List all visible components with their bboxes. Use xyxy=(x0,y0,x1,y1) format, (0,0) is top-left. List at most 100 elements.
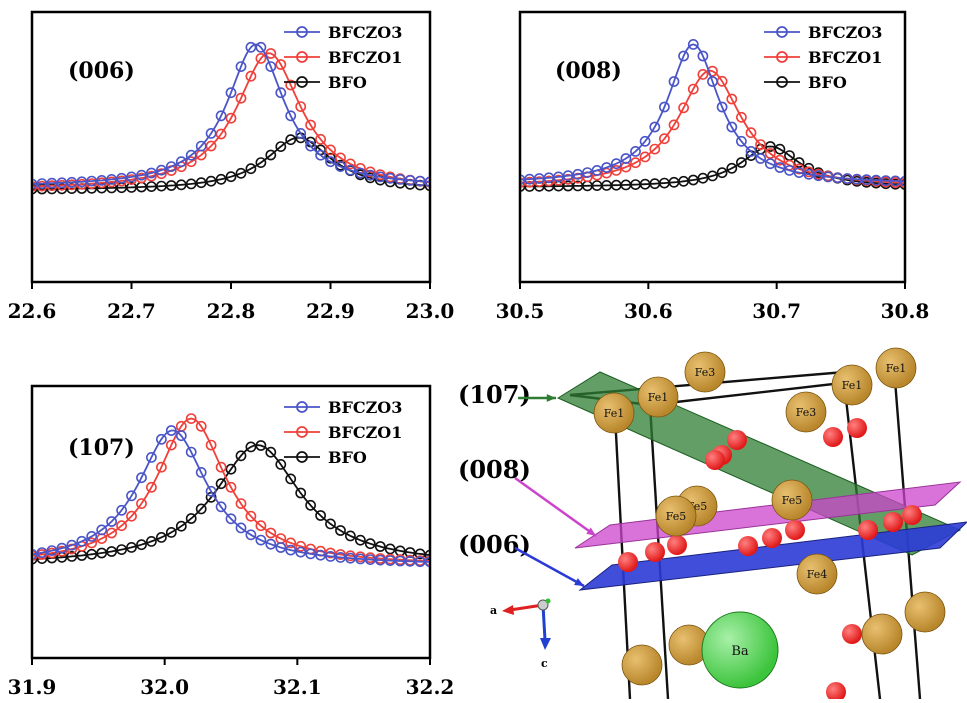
data-point xyxy=(205,439,217,451)
atom-label: Fe3 xyxy=(695,366,716,379)
data-point xyxy=(155,461,167,473)
data-point xyxy=(659,133,670,145)
plane-arrowhead xyxy=(546,394,556,402)
data-point xyxy=(56,545,68,557)
oxygen-atom xyxy=(667,535,687,555)
data-point xyxy=(245,441,257,453)
data-point xyxy=(687,83,699,95)
data-point xyxy=(145,536,157,547)
data-point xyxy=(707,65,718,77)
iron-atom xyxy=(593,392,635,434)
data-point xyxy=(56,542,68,554)
data-point xyxy=(185,178,197,190)
data-point xyxy=(601,162,612,173)
data-point xyxy=(265,527,277,539)
data-point xyxy=(325,547,336,559)
atom-label: Fe1 xyxy=(842,379,863,392)
peak-annotation: (107) xyxy=(68,435,135,461)
data-point xyxy=(126,171,137,183)
x-tick-label: 32.1 xyxy=(273,675,322,699)
legend: BFCZO3 BFCZO1 BFO xyxy=(764,23,882,92)
legend-label: BFCZO3 xyxy=(328,23,402,42)
data-point xyxy=(591,164,603,176)
data-point xyxy=(736,157,747,168)
data-point xyxy=(649,143,661,155)
data-point xyxy=(745,145,757,157)
series-BFO xyxy=(33,440,429,565)
x-tick-label: 31.9 xyxy=(8,675,57,699)
x-tick-label: 32.0 xyxy=(140,675,189,699)
oxygen-atom xyxy=(858,520,878,540)
legend-label: BFCZO1 xyxy=(328,48,402,67)
series-line xyxy=(33,43,429,185)
data-point xyxy=(315,133,326,145)
data-point xyxy=(285,134,297,146)
data-point xyxy=(774,154,786,166)
data-point xyxy=(126,490,137,502)
plane-label: (107) xyxy=(458,380,531,409)
data-point xyxy=(215,461,227,473)
data-point xyxy=(668,119,680,131)
axis-label-c: c xyxy=(541,657,548,670)
data-point xyxy=(716,167,728,179)
series-BFCZO3 xyxy=(33,41,429,190)
data-point xyxy=(335,525,346,536)
data-point xyxy=(33,548,38,560)
oxygen-atom xyxy=(883,512,903,532)
data-point xyxy=(106,516,117,527)
data-point xyxy=(165,161,177,172)
iron-atom xyxy=(785,391,827,433)
data-point xyxy=(175,520,187,532)
data-point xyxy=(726,121,738,133)
data-point xyxy=(325,156,336,168)
atom-label: Fe5 xyxy=(666,510,687,523)
data-point xyxy=(106,527,117,539)
data-point xyxy=(285,110,297,122)
data-point xyxy=(726,93,738,105)
data-point xyxy=(126,542,137,553)
data-point xyxy=(364,554,376,565)
data-point xyxy=(136,169,147,181)
data-point xyxy=(639,151,651,163)
series-line xyxy=(33,444,429,561)
legend-marker xyxy=(296,451,308,463)
data-point xyxy=(315,149,326,161)
data-point xyxy=(205,127,217,139)
series-BFCZO3 xyxy=(521,39,904,187)
data-point xyxy=(235,92,247,104)
data-point xyxy=(354,167,366,179)
data-point xyxy=(245,41,257,53)
data-point xyxy=(205,485,217,497)
plane-label: (008) xyxy=(458,455,531,484)
data-point xyxy=(649,121,661,133)
data-point xyxy=(215,478,227,490)
data-point xyxy=(225,171,237,183)
oxygen-atom xyxy=(842,624,862,644)
data-point xyxy=(285,79,297,91)
data-point xyxy=(668,76,680,87)
iron-atom xyxy=(796,553,838,595)
data-point xyxy=(374,171,386,183)
data-point xyxy=(165,425,177,436)
plane-arrow xyxy=(514,476,597,538)
data-point xyxy=(344,158,356,170)
atom-label: Fe5 xyxy=(782,494,803,507)
data-point xyxy=(245,510,257,522)
oxygen-atom xyxy=(618,552,638,572)
data-point xyxy=(265,149,277,161)
data-point xyxy=(774,162,786,173)
data-point xyxy=(774,143,786,155)
x-tick-label: 22.7 xyxy=(107,299,156,323)
data-point xyxy=(46,545,58,556)
data-point xyxy=(364,169,376,181)
data-point xyxy=(215,501,227,513)
data-point xyxy=(235,522,247,534)
legend-marker xyxy=(296,401,308,413)
iron-atom xyxy=(771,479,813,521)
axis-c-arrow xyxy=(541,604,547,641)
plane-arrowhead xyxy=(586,527,596,536)
oxygen-atom xyxy=(826,682,846,702)
data-point xyxy=(195,420,207,432)
data-point xyxy=(33,553,38,565)
